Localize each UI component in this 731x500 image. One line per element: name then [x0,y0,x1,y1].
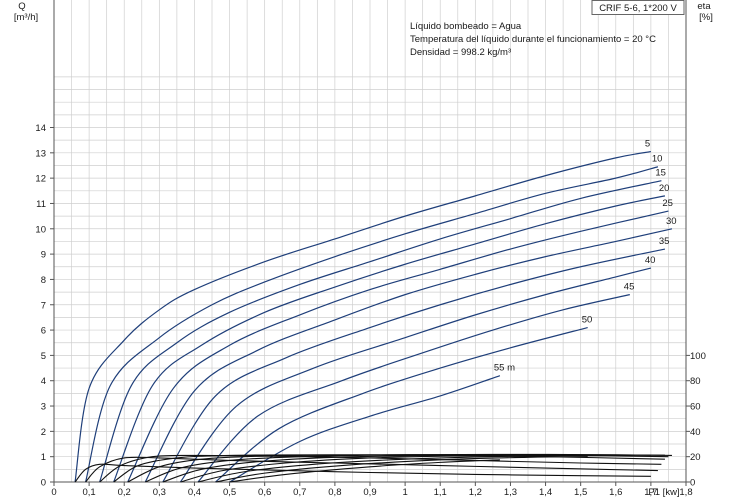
x-tick-label: 1,3 [504,487,517,498]
y-left-label-unit: [m³/h] [14,12,38,23]
x-tick-label: 0,6 [258,487,271,498]
y-right-tick-label: 0 [690,478,695,489]
title-box: CRIF 5-6, 1*200 V [591,0,685,15]
curve-label-55m: 55 m [494,363,515,374]
eta-curve-45 [197,454,630,483]
flow-curves [74,150,673,483]
x-axis-label: P1 [kw] [648,487,679,498]
flow-curve-45 [197,294,630,483]
curve-label-15: 15 [655,168,666,179]
x-axis-ticks: 0 0,1 0,2 0,3 0,4 0,5 0,6 0,7 0,8 0,9 1 1,1 1,2 1,3 1,… [51,482,693,498]
y-left-tick-label: 14 [35,123,46,134]
flow-curve-55m [229,375,501,483]
curve-label-20: 20 [659,183,670,194]
x-tick-label: 0,5 [223,487,236,498]
eta-curve-55m [229,459,500,483]
curve-label-30: 30 [666,216,677,227]
y-right-label-unit: [%] [699,12,713,23]
flow-curve-40 [179,267,652,483]
curve-label-40: 40 [645,255,656,266]
y-left-tick-label: 9 [41,250,46,261]
info-liquid: Líquido bombeado = Agua [410,21,522,32]
x-tick-label: 1,8 [679,487,692,498]
right-axis-ticks: 0 20 40 60 80 100 [686,351,706,489]
y-right-tick-label: 60 [690,402,701,413]
y-right-tick-label: 40 [690,427,701,438]
efficiency-curves [74,453,672,483]
x-tick-label: 1 [402,487,407,498]
curve-label-35: 35 [659,236,670,247]
y-left-tick-label: 10 [35,224,46,235]
x-tick-label: 0,3 [153,487,166,498]
x-tick-label: 0,8 [328,487,341,498]
info-density: Densidad = 998.2 kg/m³ [410,47,511,58]
y-left-tick-label: 7 [41,300,46,311]
y-right-tick-label: 20 [690,452,701,463]
y-left-tick-label: 8 [41,275,46,286]
x-tick-label: 1,1 [434,487,447,498]
flow-curve-50 [215,326,588,483]
x-tick-label: 1,7 [644,487,657,498]
y-left-tick-label: 13 [35,148,46,159]
grid [53,0,687,483]
curve-label-25: 25 [662,198,673,209]
y-left-tick-label: 1 [41,452,46,463]
x-tick-label: 0,4 [188,487,201,498]
y-left-tick-label: 2 [41,427,46,438]
y-right-tick-label: 80 [690,376,701,387]
eta-curve-40 [180,454,651,483]
curve-label-5: 5 [645,139,650,150]
y-left-tick-label: 11 [36,199,46,210]
y-left-tick-label: 0 [41,478,46,489]
curve-label-45: 45 [624,282,635,293]
flow-curve-5 [74,150,651,483]
x-tick-label: 0 [51,487,56,498]
flow-curve-35 [162,248,666,483]
curve-label-50: 50 [582,315,593,326]
flow-curve-10 [85,166,659,483]
eta-curve-10 [85,456,658,483]
info-block: Líquido bombeado = Agua Temperatura del … [410,21,656,58]
y-left-tick-label: 12 [35,174,46,185]
x-tick-label: 1,2 [469,487,482,498]
eta-curve-50 [215,456,588,483]
y-left-tick-label: 6 [41,326,46,337]
flow-curve-25 [127,210,669,483]
flow-curve-15 [99,180,662,483]
x-tick-label: 0,9 [363,487,376,498]
svg-text:CRIF 5-6, 1*200 V: CRIF 5-6, 1*200 V [599,3,677,14]
x-tick-label: 1,6 [609,487,622,498]
curve-label-10: 10 [652,154,663,165]
flow-curve-30 [144,228,673,483]
info-temperature: Temperatura del líquido durante el funci… [410,34,656,45]
y-left-tick-label: 5 [41,351,46,362]
x-tick-label: 0,1 [83,487,96,498]
x-tick-label: 1,5 [574,487,587,498]
eta-curve-5 [74,463,651,483]
y-right-label-eta: eta [697,1,711,12]
flow-curve-20 [113,195,666,483]
x-tick-label: 1,4 [539,487,552,498]
x-tick-label: 0,7 [293,487,306,498]
y-left-label-q: Q [18,1,25,12]
x-tick-label: 0,2 [118,487,131,498]
y-left-tick-label: 4 [41,376,46,387]
y-right-tick-label: 100 [690,351,706,362]
y-left-tick-label: 3 [41,402,46,413]
